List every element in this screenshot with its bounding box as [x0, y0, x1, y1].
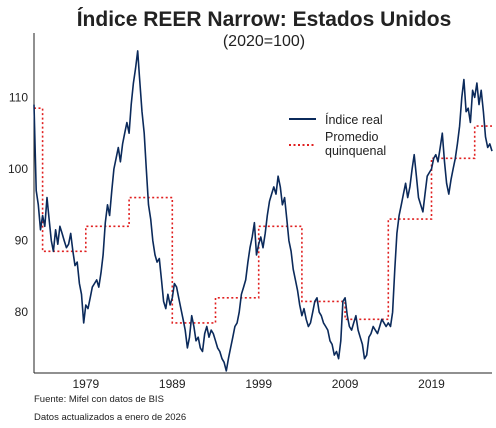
x-ticks: 1979 1989 1999 2009 2019	[72, 377, 445, 391]
x-tick-label: 1989	[159, 377, 186, 391]
series-layer	[33, 50, 493, 372]
x-tick-label: 2009	[332, 377, 359, 391]
legend-label-line: Promedio	[325, 130, 379, 144]
footer-source: Fuente: Mifel con datos de BIS	[34, 394, 164, 405]
x-tick-label: 1999	[245, 377, 272, 391]
legend-label-line: quinquenal	[325, 144, 386, 158]
chart-subtitle: (2020=100)	[223, 33, 305, 50]
series-line-indice-real	[33, 50, 493, 372]
chart-title: Índice REER Narrow: Estados Unidos	[77, 8, 452, 31]
y-ticks: 80 90 100 110	[8, 90, 28, 319]
y-tick-label: 80	[15, 305, 29, 319]
legend-label-promedio: Promedio quinquenal	[325, 130, 386, 158]
series-line-promedio-quinquenal	[34, 107, 492, 324]
legend-label-indice-real: Índice real	[325, 112, 383, 127]
y-tick-label: 90	[15, 234, 29, 248]
y-tick-label: 100	[8, 162, 28, 176]
footer-updated: Datos actualizados a enero de 2026	[34, 412, 187, 423]
x-tick-label: 2019	[418, 377, 445, 391]
x-tick-label: 1979	[72, 377, 99, 391]
legend-label-line: Índice real	[325, 112, 383, 127]
legend: Índice real Promedio quinquenal	[289, 112, 386, 158]
y-tick-label: 110	[9, 90, 28, 104]
